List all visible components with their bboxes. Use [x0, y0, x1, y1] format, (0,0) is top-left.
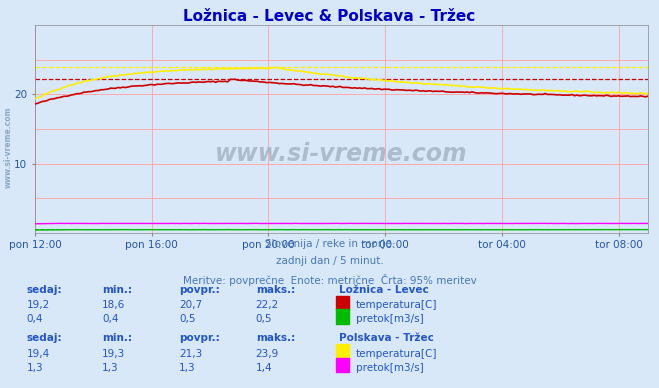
Text: sedaj:: sedaj:: [26, 285, 62, 295]
Text: 20,7: 20,7: [179, 300, 202, 310]
Text: 1,3: 1,3: [179, 362, 196, 372]
Text: maks.:: maks.:: [256, 333, 295, 343]
Text: 0,4: 0,4: [102, 314, 119, 324]
Text: temperatura[C]: temperatura[C]: [356, 300, 438, 310]
Text: Meritve: povprečne  Enote: metrične  Črta: 95% meritev: Meritve: povprečne Enote: metrične Črta:…: [183, 274, 476, 286]
Text: www.si-vreme.com: www.si-vreme.com: [215, 142, 468, 166]
Text: 19,2: 19,2: [26, 300, 49, 310]
Text: 0,4: 0,4: [26, 314, 43, 324]
Text: 19,3: 19,3: [102, 349, 125, 359]
Text: 21,3: 21,3: [179, 349, 202, 359]
Text: min.:: min.:: [102, 285, 132, 295]
Text: www.si-vreme.com: www.si-vreme.com: [3, 107, 13, 188]
Text: pretok[m3/s]: pretok[m3/s]: [356, 314, 424, 324]
Text: Ložnica - Levec & Polskava - Tržec: Ložnica - Levec & Polskava - Tržec: [183, 9, 476, 24]
Text: 23,9: 23,9: [256, 349, 279, 359]
Text: 1,3: 1,3: [102, 362, 119, 372]
Text: min.:: min.:: [102, 333, 132, 343]
Text: sedaj:: sedaj:: [26, 333, 62, 343]
Text: temperatura[C]: temperatura[C]: [356, 349, 438, 359]
Text: 1,3: 1,3: [26, 362, 43, 372]
Text: 0,5: 0,5: [179, 314, 196, 324]
Text: 22,2: 22,2: [256, 300, 279, 310]
Text: 19,4: 19,4: [26, 349, 49, 359]
Text: pretok[m3/s]: pretok[m3/s]: [356, 362, 424, 372]
Text: povpr.:: povpr.:: [179, 285, 220, 295]
Text: Ložnica - Levec: Ložnica - Levec: [339, 285, 429, 295]
Text: Slovenija / reke in morje.: Slovenija / reke in morje.: [264, 239, 395, 249]
Text: Polskava - Tržec: Polskava - Tržec: [339, 333, 434, 343]
Text: 1,4: 1,4: [256, 362, 272, 372]
Text: maks.:: maks.:: [256, 285, 295, 295]
Text: 18,6: 18,6: [102, 300, 125, 310]
Text: 0,5: 0,5: [256, 314, 272, 324]
Text: zadnji dan / 5 minut.: zadnji dan / 5 minut.: [275, 256, 384, 266]
Text: povpr.:: povpr.:: [179, 333, 220, 343]
